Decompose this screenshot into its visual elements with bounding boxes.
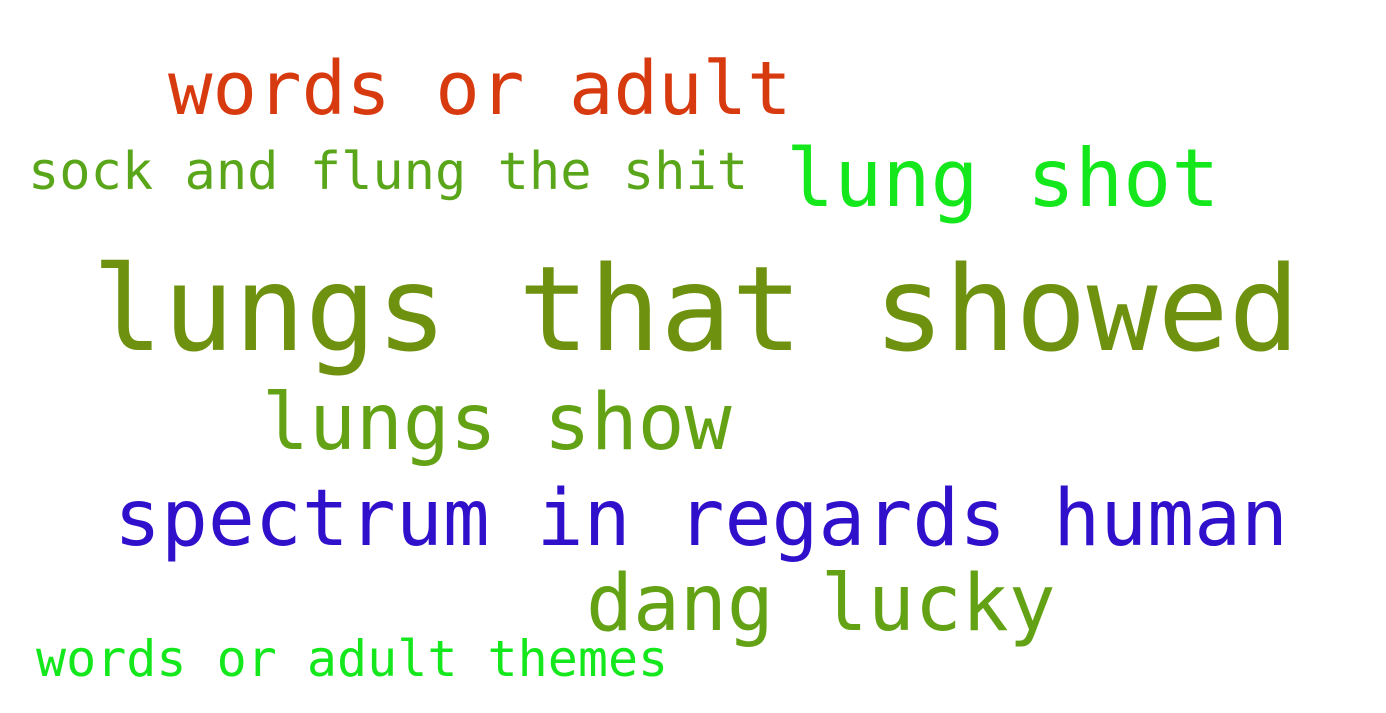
word-sock-and-flung-the-shit: sock and flung the shit [28,142,749,202]
word-spectrum-in-regards-human: spectrum in regards human [114,474,1288,564]
word-dang-lucky: dang lucky [586,559,1056,649]
word-words-or-adult: words or adult [168,46,792,132]
word-lungs-show: lungs show [262,378,732,468]
word-lungs-that-showed: lungs that showed [92,240,1300,378]
word-words-or-adult-themes: words or adult themes [36,630,669,688]
word-lung-shot: lung shot [786,132,1220,225]
